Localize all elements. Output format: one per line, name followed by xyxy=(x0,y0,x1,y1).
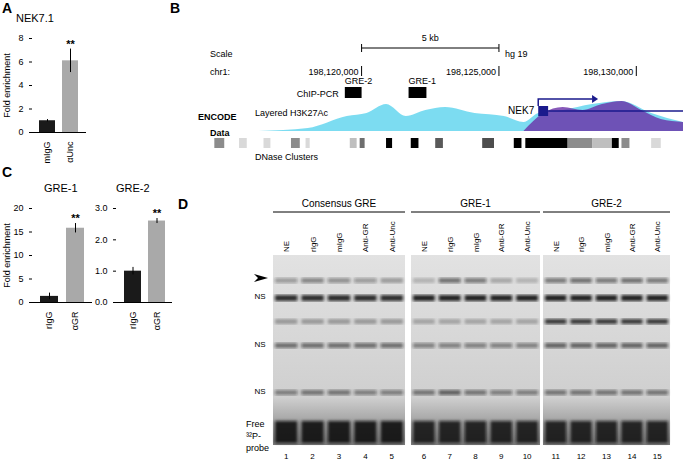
svg-text:2.0: 2.0 xyxy=(95,235,108,245)
svg-text:11: 11 xyxy=(552,452,561,461)
svg-text:15: 15 xyxy=(653,452,662,461)
svg-text:4: 4 xyxy=(363,452,368,461)
svg-text:rIgG: rIgG xyxy=(446,236,455,252)
svg-text:ChIP-PCR: ChIP-PCR xyxy=(297,89,340,99)
svg-text:8: 8 xyxy=(18,33,23,43)
svg-text:Free: Free xyxy=(246,419,265,429)
html-text:B: B xyxy=(170,0,181,16)
svg-text:Layered H3K27Ac: Layered H3K27Ac xyxy=(255,108,329,118)
html-text:GRE-1: GRE-1 xyxy=(44,182,78,194)
svg-text:Anti-Unc: Anti-Unc xyxy=(653,221,662,252)
svg-text:0: 0 xyxy=(18,297,23,307)
svg-text:Fold enrichment: Fold enrichment xyxy=(2,53,12,118)
html-text:A: A xyxy=(2,0,13,16)
svg-text:10: 10 xyxy=(13,250,23,260)
svg-text:Anti-GR: Anti-GR xyxy=(628,223,637,252)
svg-text:198,120,000: 198,120,000 xyxy=(308,67,359,77)
svg-text:5: 5 xyxy=(18,274,23,284)
svg-text:rIgG: rIgG xyxy=(577,236,586,252)
svg-text:198,125,000: 198,125,000 xyxy=(446,67,496,77)
svg-text:Data: Data xyxy=(210,128,231,138)
svg-text:**: ** xyxy=(153,207,162,219)
svg-text:1.0: 1.0 xyxy=(95,266,108,276)
svg-text:GRE-1: GRE-1 xyxy=(460,198,491,209)
svg-text:GRE-1: GRE-1 xyxy=(409,76,437,86)
svg-text:rIgG: rIgG xyxy=(309,236,318,252)
svg-text:NEK7: NEK7 xyxy=(508,105,535,116)
svg-text:NE: NE xyxy=(282,241,291,252)
svg-text:GRE-2: GRE-2 xyxy=(591,198,622,209)
svg-text:mIgG: mIgG xyxy=(42,142,52,164)
svg-text:6: 6 xyxy=(18,57,23,67)
svg-text:7: 7 xyxy=(447,452,452,461)
svg-text:αGR: αGR xyxy=(70,311,80,330)
svg-text:NS: NS xyxy=(254,387,265,396)
svg-text:9: 9 xyxy=(499,452,504,461)
svg-text:NE: NE xyxy=(552,241,561,252)
svg-text:3: 3 xyxy=(337,452,342,461)
svg-text:**: ** xyxy=(71,212,80,224)
svg-text:14: 14 xyxy=(627,452,636,461)
svg-text:5 kb: 5 kb xyxy=(422,33,439,43)
svg-text:Anti-GR: Anti-GR xyxy=(361,223,370,252)
svg-text:Scale: Scale xyxy=(210,49,233,59)
svg-text:4: 4 xyxy=(18,80,23,90)
svg-text:3.0: 3.0 xyxy=(95,203,108,213)
svg-text:2: 2 xyxy=(18,104,23,114)
svg-text:6: 6 xyxy=(422,452,427,461)
svg-text:ENCODE: ENCODE xyxy=(198,112,237,122)
html-text:NEK7.1: NEK7.1 xyxy=(16,12,54,24)
svg-text:NE: NE xyxy=(420,241,429,252)
svg-text:αGR: αGR xyxy=(152,311,162,330)
svg-text:probe: probe xyxy=(246,443,269,453)
svg-text:NS: NS xyxy=(254,340,265,349)
svg-text:20: 20 xyxy=(13,203,23,213)
svg-text:rIgG: rIgG xyxy=(44,312,54,330)
html-text:C: C xyxy=(2,164,13,180)
svg-text:rIgG: rIgG xyxy=(128,312,138,330)
svg-text:198,130,000: 198,130,000 xyxy=(583,67,633,77)
svg-text:15: 15 xyxy=(13,227,23,237)
html-text:D: D xyxy=(178,196,189,212)
svg-text:³²P-: ³²P- xyxy=(246,431,261,441)
svg-text:10: 10 xyxy=(523,452,532,461)
svg-text:Anti-GR: Anti-GR xyxy=(497,223,506,252)
svg-text:2: 2 xyxy=(310,452,315,461)
svg-text:0.0: 0.0 xyxy=(95,297,108,307)
svg-text:5: 5 xyxy=(390,452,395,461)
svg-text:Anti-Unc: Anti-Unc xyxy=(388,221,397,252)
svg-text:Fold enrichment: Fold enrichment xyxy=(2,223,12,288)
svg-text:mIgG: mIgG xyxy=(472,232,481,252)
svg-text:13: 13 xyxy=(602,452,611,461)
svg-text:NS: NS xyxy=(254,292,265,301)
svg-text:0: 0 xyxy=(18,127,23,137)
html-text:GRE-2: GRE-2 xyxy=(116,182,150,194)
svg-text:mIgG: mIgG xyxy=(603,232,612,252)
svg-text:**: ** xyxy=(66,38,75,50)
svg-text:1: 1 xyxy=(284,452,289,461)
svg-text:GRE-2: GRE-2 xyxy=(345,76,373,86)
svg-text:12: 12 xyxy=(577,452,586,461)
svg-text:mIgG: mIgG xyxy=(335,232,344,252)
svg-text:hg 19: hg 19 xyxy=(505,49,528,59)
svg-text:DNase Clusters: DNase Clusters xyxy=(255,152,319,162)
svg-text:Anti-Unc: Anti-Unc xyxy=(523,221,532,252)
svg-text:8: 8 xyxy=(473,452,478,461)
svg-text:chr1:: chr1: xyxy=(210,67,230,77)
svg-text:αUnc: αUnc xyxy=(65,141,75,163)
svg-text:Consensus GRE: Consensus GRE xyxy=(302,198,377,209)
